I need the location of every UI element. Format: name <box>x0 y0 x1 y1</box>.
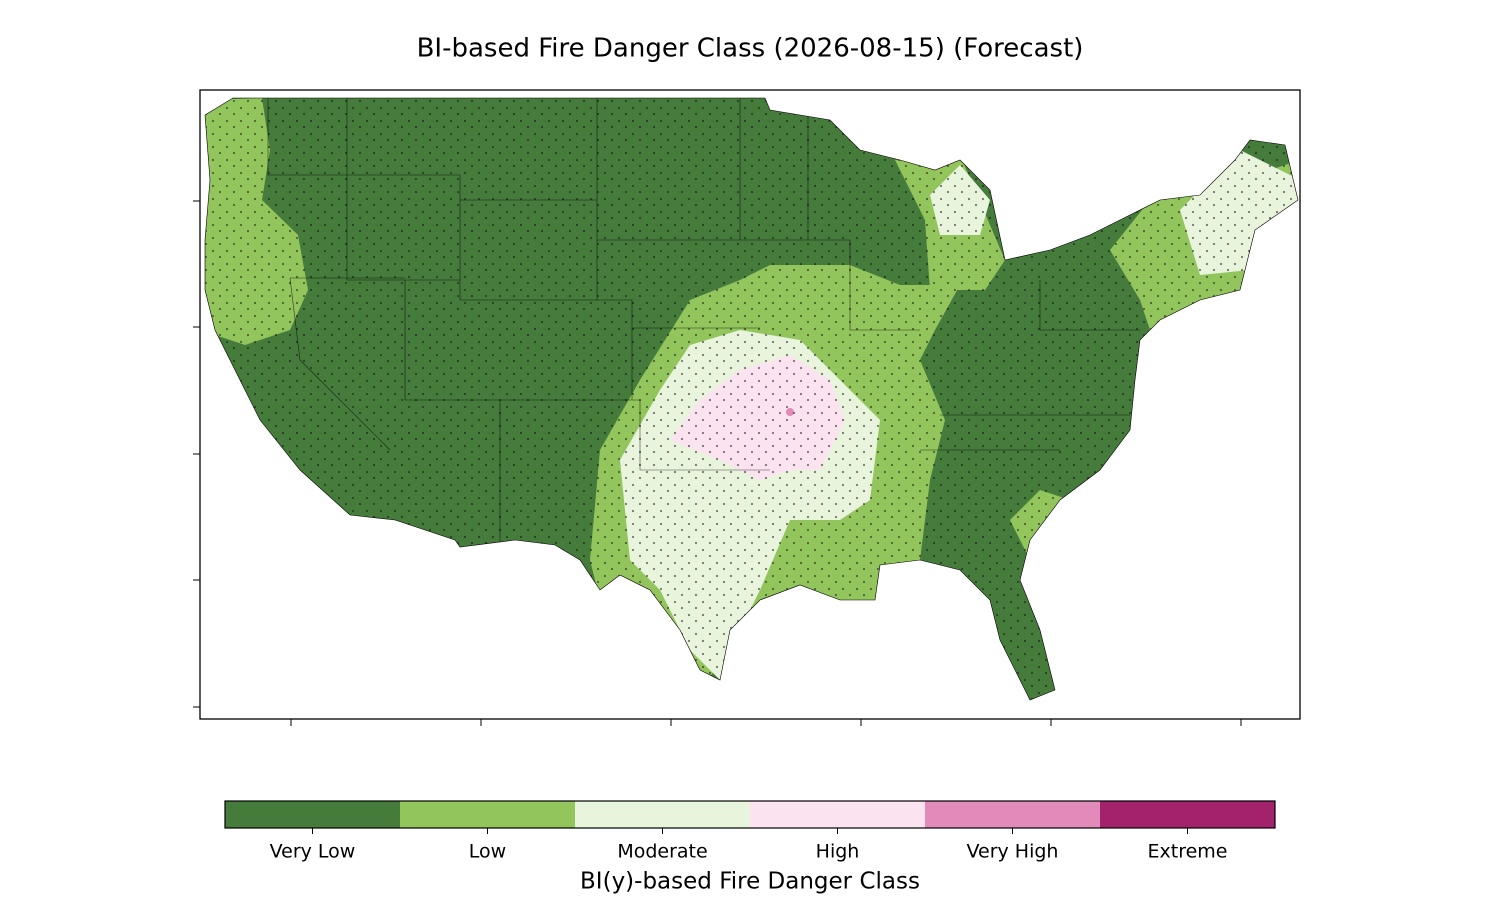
axis-ticks <box>193 200 1242 726</box>
map-land <box>205 98 1298 700</box>
colorbar-class-label: Low <box>469 841 506 863</box>
map-title: BI-based Fire Danger Class (2026-08-15) … <box>417 34 1084 64</box>
colorbar: Very Low Low Moderate High Very High Extreme <box>224 800 1276 863</box>
colorbar-class-label: Very Low <box>270 841 356 863</box>
colorbar-class-label: High <box>816 841 860 863</box>
colorbar-class-label: Very High <box>967 841 1059 863</box>
colorbar-swatch <box>925 801 1100 828</box>
colorbar-swatch <box>750 801 925 828</box>
colorbar-class-label: Extreme <box>1148 841 1228 863</box>
colorbar-label: BI(y)-based Fire Danger Class <box>580 869 920 895</box>
colorbar-class-label: Moderate <box>617 841 707 863</box>
colorbar-swatch <box>1100 801 1275 828</box>
map-frame <box>199 89 1301 720</box>
colorbar-swatch <box>575 801 750 828</box>
colorbar-swatch <box>225 801 400 828</box>
colorbar-swatch <box>400 801 575 828</box>
colorbar-frame <box>224 800 1276 829</box>
